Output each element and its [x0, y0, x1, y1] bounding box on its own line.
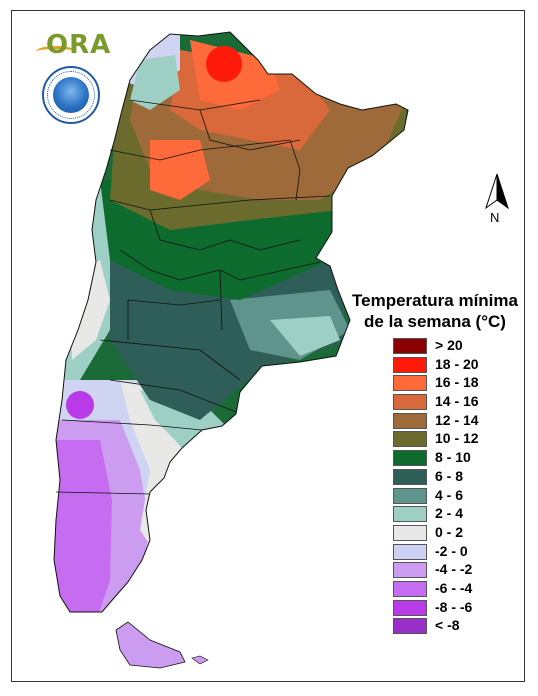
legend-label: 6 - 8	[435, 467, 464, 484]
province-boundaries	[55, 99, 331, 495]
country-outline	[53, 31, 409, 613]
legend-swatch	[393, 487, 427, 504]
legend-label: > 20	[435, 337, 463, 353]
north-arrow: N	[482, 172, 512, 228]
seal-ring	[47, 71, 95, 119]
ora-swoosh	[36, 46, 76, 57]
legend-label: 12 - 14	[435, 411, 479, 428]
legend-swatch	[393, 412, 427, 429]
legend-swatch	[393, 338, 427, 354]
legend-label: < -8	[435, 617, 460, 634]
legend-label: 0 - 2	[435, 523, 464, 540]
legend-label: 16 - 18	[435, 374, 479, 391]
legend-label: 8 - 10	[435, 449, 471, 466]
seal-globe-icon	[53, 77, 89, 113]
institution-seal-logo	[42, 66, 100, 124]
legend-swatch	[393, 618, 427, 635]
north-arrow-icon	[485, 173, 509, 210]
legend-label: -8 - -6	[435, 598, 473, 615]
north-label: N	[490, 210, 500, 225]
legend-title-line1: Temperatura mínima	[352, 291, 518, 310]
legend-swatch	[393, 599, 427, 616]
legend-label: -4 - -2	[435, 561, 473, 578]
legend-label: -6 - -4	[435, 579, 473, 596]
tierra-del-fuego	[115, 621, 186, 669]
ora-logo-text: ORA	[46, 30, 112, 60]
legend-label: 2 - 4	[435, 505, 464, 522]
legend-swatch	[393, 394, 427, 411]
legend-label: 10 - 12	[435, 430, 479, 447]
legend-swatch	[393, 468, 427, 485]
legend-swatch	[393, 580, 427, 597]
legend-swatch	[393, 450, 427, 467]
legend-swatch	[393, 562, 427, 579]
legend-swatch	[393, 543, 427, 560]
legend-label: 14 - 16	[435, 393, 479, 410]
legend-label: -2 - 0	[435, 542, 468, 559]
isla-de-los-estados	[191, 655, 209, 665]
legend-title: Temperatura mínima de la semana (°C)	[340, 290, 530, 332]
legend-swatch	[393, 356, 427, 373]
legend-label: 18 - 20	[435, 355, 479, 372]
legend-title-line2: de la semana (°C)	[364, 312, 506, 331]
legend-swatch	[393, 431, 427, 448]
legend-swatch	[393, 524, 427, 541]
legend-label: 4 - 6	[435, 486, 464, 503]
ora-logo: ORA	[36, 28, 110, 60]
legend-swatch	[393, 506, 427, 523]
legend-swatch	[393, 375, 427, 392]
